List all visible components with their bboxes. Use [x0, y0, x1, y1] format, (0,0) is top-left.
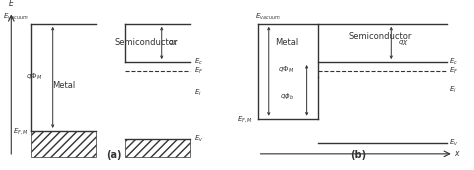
- Text: $q\chi$: $q\chi$: [168, 38, 179, 47]
- Text: $q\chi$: $q\chi$: [398, 38, 409, 47]
- Text: $E_{F,M}$: $E_{F,M}$: [13, 126, 29, 136]
- Text: $q\Phi_M$: $q\Phi_M$: [278, 65, 294, 75]
- Text: $E_c$: $E_c$: [194, 57, 203, 67]
- Polygon shape: [31, 131, 96, 157]
- Text: (b): (b): [350, 150, 366, 160]
- Polygon shape: [125, 139, 190, 157]
- Text: $E_{vacuum}$: $E_{vacuum}$: [3, 11, 29, 21]
- Text: $q\phi_b$: $q\phi_b$: [281, 92, 294, 102]
- Text: (a): (a): [106, 150, 121, 160]
- Text: $E_v$: $E_v$: [194, 133, 204, 144]
- Text: $E_F$: $E_F$: [194, 66, 204, 76]
- Text: Metal: Metal: [275, 38, 298, 47]
- Text: $E_i$: $E_i$: [194, 88, 202, 98]
- Text: $x$: $x$: [454, 149, 460, 158]
- Text: $q\Phi_M$: $q\Phi_M$: [26, 72, 42, 82]
- Text: $E_c$: $E_c$: [449, 57, 458, 67]
- Text: Semiconductor: Semiconductor: [115, 38, 178, 47]
- Text: Semiconductor: Semiconductor: [348, 32, 412, 40]
- Text: $E_i$: $E_i$: [449, 84, 457, 95]
- Text: Metal: Metal: [52, 81, 75, 89]
- Text: $E_v$: $E_v$: [449, 138, 458, 148]
- Text: $E_F$: $E_F$: [449, 66, 458, 76]
- Text: $E_{F,M}$: $E_{F,M}$: [237, 114, 253, 124]
- Text: $E_{vacuum}$: $E_{vacuum}$: [255, 11, 281, 21]
- Text: $E$: $E$: [8, 0, 15, 8]
